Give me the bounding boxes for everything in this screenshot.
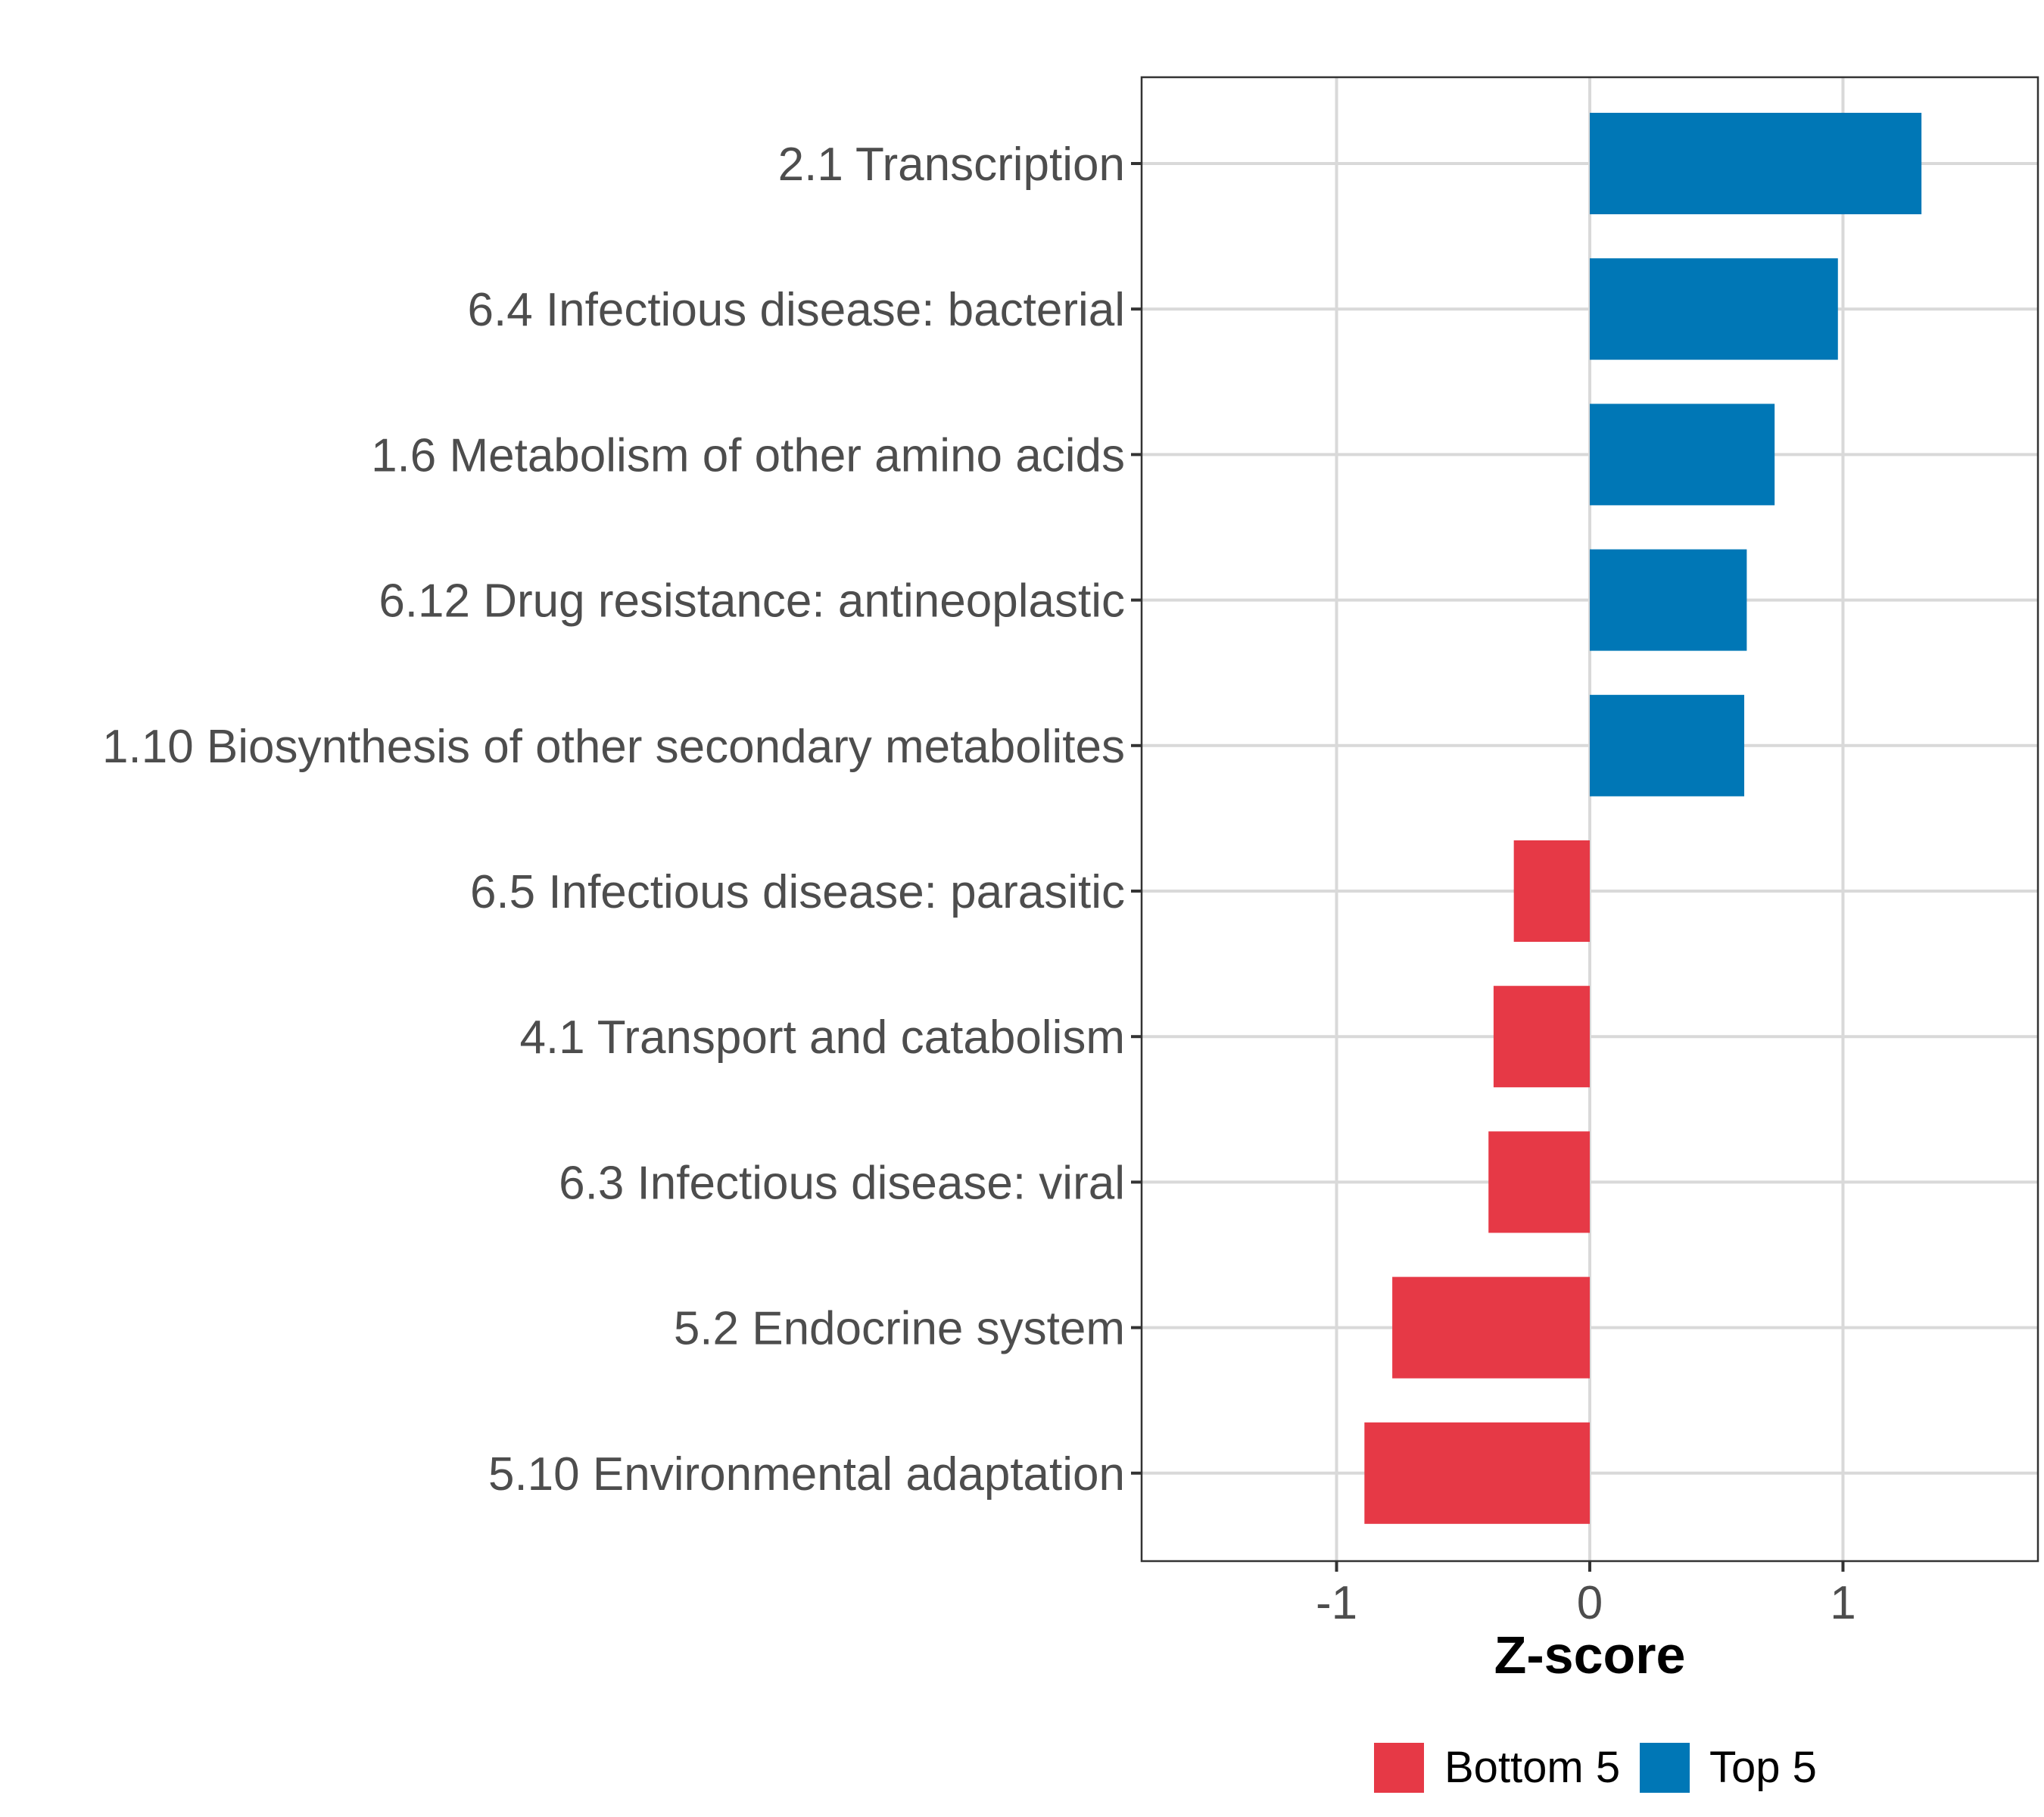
y-tick-label: 5.2 Endocrine system: [674, 1303, 1125, 1355]
legend: Bottom 5 Top 5: [1374, 1743, 1817, 1793]
y-axis: 2.1 Transcription 6.4 Infectious disease:…: [102, 139, 1142, 1501]
y-tick-label: 6.3 Infectious disease: viral: [559, 1157, 1125, 1209]
y-tick-label: 1.10 Biosynthesis of other secondary met…: [102, 721, 1125, 773]
y-tick-label: 6.12 Drug resistance: antineoplastic: [379, 575, 1125, 628]
x-tick-label: 1: [1830, 1577, 1855, 1629]
bar-5-10-environmental-adaptation: [1364, 1422, 1590, 1524]
x-tick-label: -1: [1316, 1577, 1357, 1629]
bar-6-4-infectious-disease-bacterial: [1590, 258, 1838, 360]
legend-label-bottom-5: Bottom 5: [1444, 1743, 1620, 1792]
bars: [1364, 113, 1922, 1524]
bar-1-6-metabolism-of-other-amino-acids: [1590, 404, 1775, 506]
bar-2-1-transcription: [1590, 113, 1922, 214]
y-tick-label: 5.10 Environmental adaptation: [488, 1448, 1125, 1501]
bar-6-12-drug-resistance-antineoplastic: [1590, 549, 1747, 651]
legend-label-top-5: Top 5: [1709, 1743, 1817, 1792]
legend-swatch-bottom-5: [1374, 1743, 1424, 1793]
y-tick-label: 2.1 Transcription: [778, 139, 1125, 191]
x-axis-title: Z-score: [1494, 1625, 1686, 1685]
x-tick-label: 0: [1577, 1577, 1603, 1629]
y-tick-label: 6.4 Infectious disease: bacterial: [467, 284, 1125, 336]
bar-6-3-infectious-disease-viral: [1488, 1131, 1590, 1233]
y-tick-label: 4.1 Transport and catabolism: [519, 1011, 1125, 1064]
bar-1-10-biosynthesis-of-other-secondary-metabolites: [1590, 694, 1745, 796]
y-tick-label: 6.5 Infectious disease: parasitic: [470, 866, 1125, 918]
bar-5-2-endocrine-system: [1392, 1276, 1590, 1379]
bar-4-1-transport-and-catabolism: [1493, 986, 1590, 1088]
y-tick-label: 1.6 Metabolism of other amino acids: [371, 429, 1125, 482]
bar-6-5-infectious-disease-parasitic: [1513, 840, 1590, 942]
x-axis: -1 0 1: [1316, 1561, 1856, 1629]
legend-swatch-top-5: [1640, 1743, 1690, 1793]
